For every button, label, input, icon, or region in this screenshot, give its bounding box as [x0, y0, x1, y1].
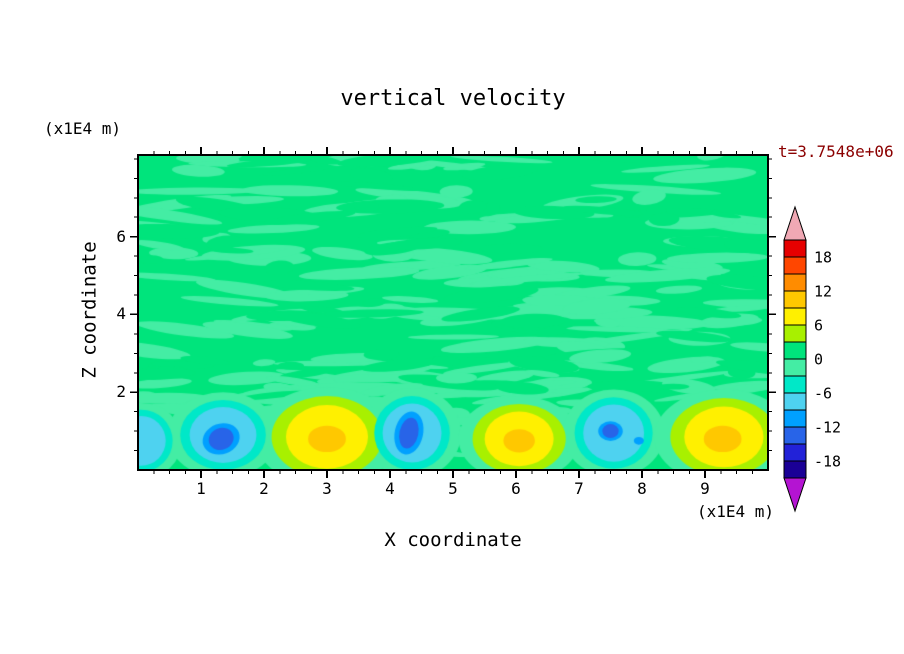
x-tick-label: 1 [196, 479, 206, 498]
x-axis-title: X coordinate [384, 529, 522, 551]
z-tick-label: 6 [116, 226, 126, 246]
x-axis-units-label: (x1E4 m) [696, 502, 774, 521]
colorbar: 18 12 6 0 -6 -12 -18 [783, 205, 841, 513]
colorbar-label: 0 [814, 351, 823, 369]
x-tick-label: 6 [511, 479, 521, 498]
colorbar-label: 6 [814, 317, 823, 335]
colorbar-label: 12 [814, 283, 832, 301]
z-tick-label: 4 [116, 304, 126, 324]
z-axis-units-label: (x1E4 m) [44, 119, 122, 138]
x-tick-label: 9 [700, 479, 710, 498]
z-tick-label: 2 [116, 382, 126, 402]
colorbar-label: -12 [814, 419, 841, 437]
plot-title: vertical velocity [340, 86, 566, 111]
colorbar-label: -18 [814, 453, 841, 471]
colorbar-label: -6 [814, 385, 832, 403]
contour-canvas [138, 155, 768, 470]
x-tick-label: 2 [259, 479, 269, 498]
x-tick-label: 8 [637, 479, 647, 498]
x-tick-label: 3 [322, 479, 332, 498]
colorbar-label: 18 [814, 249, 832, 267]
x-tick-label: 7 [574, 479, 584, 498]
x-tick-label: 4 [385, 479, 395, 498]
x-tick-label: 5 [448, 479, 458, 498]
time-label: t=3.7548e+06 [778, 142, 894, 161]
